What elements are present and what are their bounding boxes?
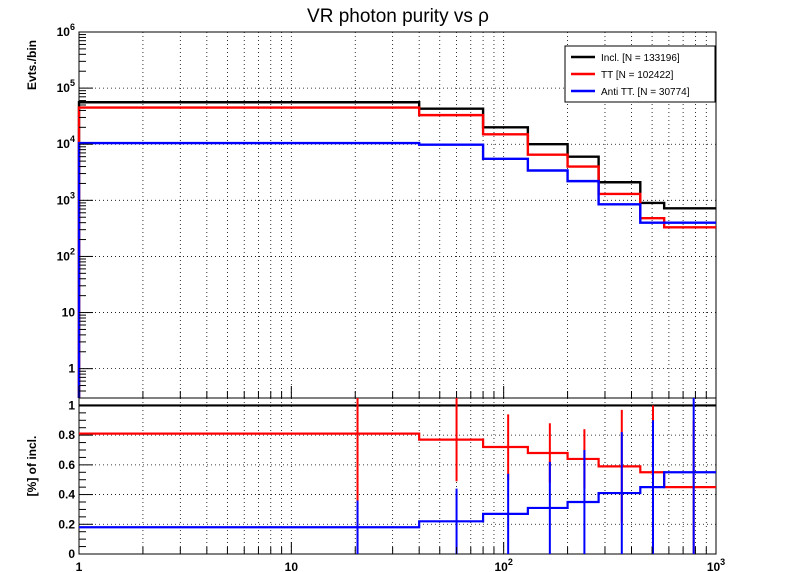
y-tick-label: 102 xyxy=(57,246,75,263)
y-tick-label: 0 xyxy=(68,547,75,561)
chart-title: VR photon purity vs ρ xyxy=(307,6,489,27)
ratio-series-1 xyxy=(79,432,716,489)
y-tick-label: 0.6 xyxy=(58,458,75,472)
y-axis-title: Evts./bin xyxy=(25,40,39,90)
y-axis-title: [%] of incl. xyxy=(25,436,39,497)
y-tick-label: 1 xyxy=(68,398,75,412)
y-tick-label: 105 xyxy=(57,78,75,95)
plot-frames xyxy=(78,31,717,555)
legend-label: Incl. [N = 133196] xyxy=(601,53,680,64)
y-tick-label: 10 xyxy=(62,306,76,320)
x-tick-label: 10 xyxy=(285,560,299,572)
ratio-series-2 xyxy=(79,471,716,529)
y-tick-label: 0.8 xyxy=(58,428,75,442)
y-tick-label: 106 xyxy=(57,22,75,39)
y-tick-label: 103 xyxy=(57,190,75,207)
y-tick-label: 0.4 xyxy=(58,488,75,502)
legend-label: Anti TT. [N = 30774] xyxy=(601,87,690,98)
x-tick-label: 103 xyxy=(707,557,725,572)
ratio-panel-frame xyxy=(78,397,717,555)
data-series xyxy=(77,101,716,554)
legend: Incl. [N = 133196] TT [N = 102422] Anti TT… xyxy=(564,45,716,103)
top-series-0 xyxy=(77,101,716,398)
top-series-1 xyxy=(77,106,716,398)
grid-lines xyxy=(79,31,716,555)
y-tick-label: 1 xyxy=(68,362,75,376)
x-tick-label: 1 xyxy=(76,560,83,572)
top-series-2 xyxy=(77,141,716,398)
axes: 1 10 102 103 104 105 106 0 0.2 0.4 0.6 0.8 1 1 10 102 10… xyxy=(25,22,725,572)
x-tick-label: 102 xyxy=(494,557,512,572)
legend-label: TT [N = 102422] xyxy=(601,70,674,81)
y-tick-label: 104 xyxy=(57,134,75,151)
y-tick-label: 0.2 xyxy=(58,517,75,531)
